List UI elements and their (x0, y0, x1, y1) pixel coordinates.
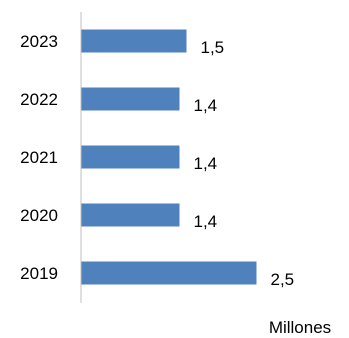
x-axis-unit-label: Millones (269, 318, 331, 337)
category-label-2021: 2021 (20, 148, 58, 167)
category-label-2020: 2020 (20, 206, 58, 225)
bars-group (81, 29, 257, 285)
data-label-2023: 1,5 (201, 38, 225, 57)
data-label-2022: 1,4 (194, 96, 218, 115)
bar-2019 (81, 261, 257, 285)
data-label-2021: 1,4 (194, 154, 218, 173)
category-label-2019: 2019 (20, 264, 58, 283)
category-label-2023: 2023 (20, 32, 58, 51)
bar-2023 (81, 29, 187, 53)
data-label-2020: 1,4 (194, 212, 218, 231)
bar-2020 (81, 203, 180, 227)
data-label-2019: 2,5 (271, 270, 295, 289)
bar-2022 (81, 87, 180, 111)
category-ticks-group: 2023 2022 2021 2020 2019 (20, 32, 58, 283)
category-label-2022: 2022 (20, 90, 58, 109)
bar-2021 (81, 145, 180, 169)
data-labels-group: 1,5 1,4 1,4 1,4 2,5 (194, 38, 295, 289)
